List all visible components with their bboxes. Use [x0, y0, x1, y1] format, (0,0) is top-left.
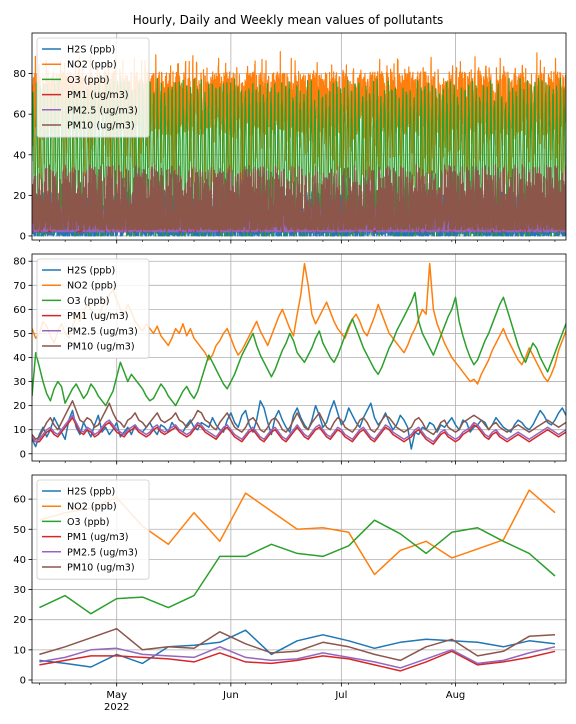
legend: H2S (ppb) NO2 (ppb) O3 (ppb) PM1 (ug/m3) PM2… [36, 479, 150, 580]
series-line-h2s [39, 629, 556, 668]
axes-frame [31, 474, 567, 684]
y-tick-label: 60 [13, 110, 26, 121]
legend-box [36, 258, 150, 359]
legend-label: H2S (ppb) [67, 266, 115, 277]
y-tick-label: 30 [13, 377, 26, 388]
legend-label: PM1 (ug/m3) [67, 532, 129, 543]
series-line-pm10 [39, 627, 556, 662]
series-line-pm1 [39, 650, 556, 672]
legend-label: PM2.5 (ug/m3) [67, 326, 138, 337]
series-line-pm25 [39, 646, 556, 669]
y-tick-label: 80 [13, 69, 26, 80]
legend-label: PM2.5 (ug/m3) [67, 547, 138, 558]
series-line-o3 [39, 519, 556, 615]
plot-area [32, 262, 566, 450]
series-line-pm10 [32, 164, 566, 231]
y-tick-label: 40 [13, 555, 26, 566]
y-tick-label: 70 [13, 281, 26, 292]
legend-box [36, 479, 150, 580]
legend: H2S (ppb) NO2 (ppb) O3 (ppb) PM1 (ug/m3) PM2… [36, 258, 150, 359]
legend-label: H2S (ppb) [67, 45, 115, 56]
x-tick-sublabel: 2022 [104, 702, 129, 713]
chart-title: Hourly, Daily and Weekly mean values of … [133, 13, 444, 27]
y-tick-label: 0 [20, 449, 26, 460]
series-line-pm25 [32, 414, 566, 443]
y-tick-label: 20 [13, 401, 26, 412]
legend-label: PM10 (ug/m3) [67, 121, 135, 132]
y-tick-label: 60 [13, 305, 26, 316]
y-tick-label: 20 [13, 615, 26, 626]
y-tick-label: 60 [13, 495, 26, 506]
y-tick-label: 30 [13, 585, 26, 596]
legend-label: O3 (ppb) [67, 75, 109, 86]
legend-label: PM10 (ug/m3) [67, 342, 135, 353]
panel-daily: 0 10 20 30 40 50 60 70 80 H2S (ppb) NO2 (ppb) O3 (p… [13, 253, 567, 465]
y-tick-label: 50 [13, 329, 26, 340]
legend-label: PM10 (ug/m3) [67, 563, 135, 574]
series-line-o3 [32, 291, 566, 407]
y-tick-label: 20 [13, 191, 26, 202]
x-tick-label: Jul [334, 690, 347, 701]
legend-box [36, 37, 150, 138]
x-tick-label: Jun [222, 690, 239, 701]
panel-hourly: 0 20 40 60 80 H2S (ppb) NO2 (ppb) O3 (ppb) PM1 (… [13, 32, 567, 244]
y-tick-label: 0 [20, 675, 26, 686]
y-tick-label: 0 [20, 231, 26, 242]
series-line-pm1 [32, 416, 566, 445]
y-tick-label: 80 [13, 257, 26, 268]
x-tick-label: May [106, 690, 127, 701]
y-tick-label: 10 [13, 425, 26, 436]
legend-label: PM1 (ug/m3) [67, 90, 129, 101]
legend-label: O3 (ppb) [67, 517, 109, 528]
legend-label: NO2 (ppb) [67, 281, 117, 292]
y-tick-label: 10 [13, 645, 26, 656]
y-tick-label: 50 [13, 525, 26, 536]
legend-label: PM2.5 (ug/m3) [67, 105, 138, 116]
x-tick-label: Aug [446, 690, 466, 701]
legend-label: NO2 (ppb) [67, 502, 117, 513]
y-tick-label: 40 [13, 150, 26, 161]
y-tick-label: 40 [13, 353, 26, 364]
series-line-pm10 [32, 400, 566, 441]
legend-label: NO2 (ppb) [67, 60, 117, 71]
legend: H2S (ppb) NO2 (ppb) O3 (ppb) PM1 (ug/m3) PM2… [36, 37, 150, 138]
legend-label: PM1 (ug/m3) [67, 311, 129, 322]
axes-frame [31, 32, 567, 241]
legend-label: H2S (ppb) [67, 487, 115, 498]
legend-label: O3 (ppb) [67, 296, 109, 307]
